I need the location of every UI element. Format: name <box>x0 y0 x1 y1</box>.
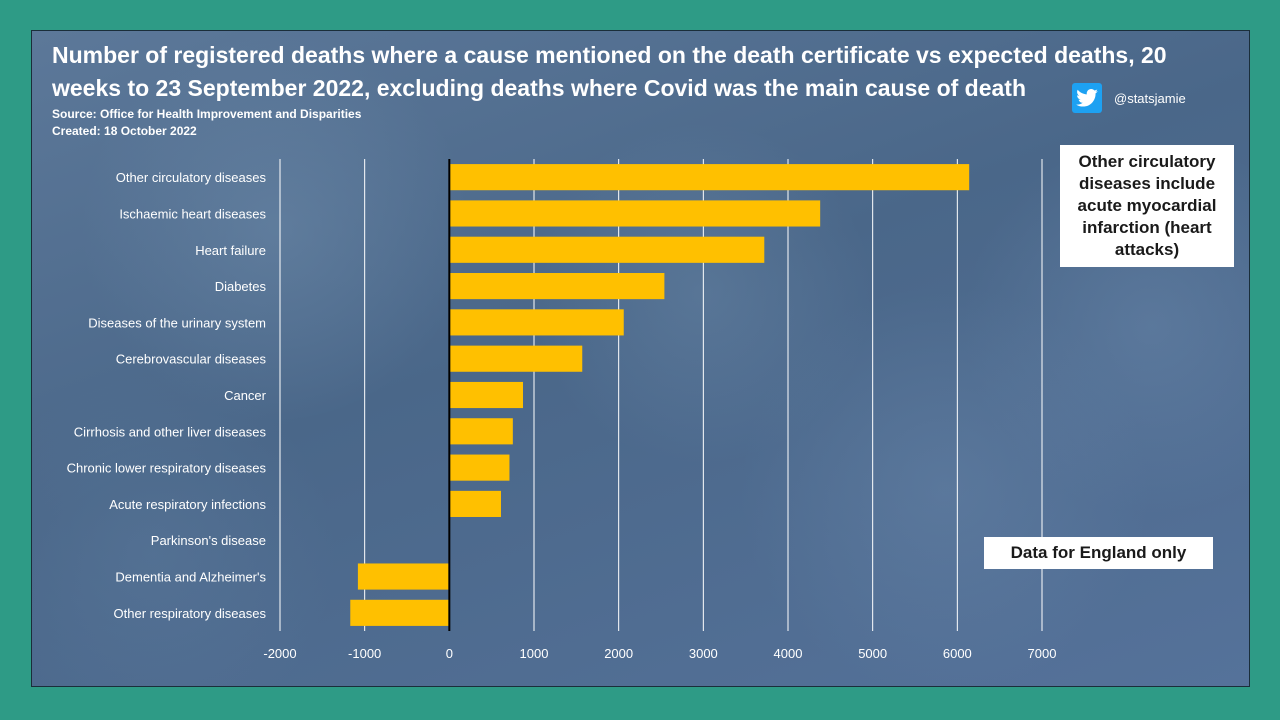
bar-12 <box>350 599 450 626</box>
x-tick-label: 0 <box>446 646 453 661</box>
created-date: Created: 18 October 2022 <box>52 124 197 138</box>
chart-panel: Number of registered deaths where a caus… <box>31 30 1250 687</box>
x-tick-label: -1000 <box>348 646 381 661</box>
bar-5 <box>449 345 583 372</box>
category-label: Cirrhosis and other liver diseases <box>74 424 267 439</box>
chart-title: Number of registered deaths where a caus… <box>52 42 1167 101</box>
x-tick-label: 4000 <box>774 646 803 661</box>
twitter-handle: @statsjamie <box>1114 90 1186 106</box>
category-label: Chronic lower respiratory diseases <box>67 461 267 476</box>
category-label: Cancer <box>224 388 267 403</box>
category-label: Parkinson's disease <box>151 533 266 548</box>
bar-2 <box>449 236 765 263</box>
x-tick-label: 6000 <box>943 646 972 661</box>
bar-11 <box>357 563 450 590</box>
category-label: Heart failure <box>195 243 266 258</box>
bar-0 <box>449 164 970 191</box>
x-tick-label: 3000 <box>689 646 718 661</box>
twitter-credit: @statsjamie <box>1072 83 1186 113</box>
category-label: Diabetes <box>215 279 267 294</box>
bar-3 <box>449 273 665 300</box>
bar-6 <box>449 381 523 409</box>
bar-9 <box>449 490 501 517</box>
bar-7 <box>449 418 513 445</box>
circulatory-note-box: Other circulatory diseases include acute… <box>1060 145 1234 267</box>
category-label: Other respiratory diseases <box>114 606 267 621</box>
category-label: Diseases of the urinary system <box>88 315 266 330</box>
bar-1 <box>449 200 821 227</box>
bar-4 <box>449 309 624 336</box>
source-note: Source: Office for Health Improvement an… <box>52 107 362 121</box>
x-tick-label: 7000 <box>1028 646 1057 661</box>
bar-8 <box>449 454 510 481</box>
x-tick-label: 1000 <box>520 646 549 661</box>
category-label: Ischaemic heart diseases <box>119 206 266 221</box>
category-label: Cerebrovascular diseases <box>116 352 267 367</box>
x-tick-label: -2000 <box>263 646 296 661</box>
twitter-bird-icon <box>1072 83 1102 113</box>
england-only-box: Data for England only <box>984 537 1213 569</box>
category-label: Acute respiratory infections <box>109 497 266 512</box>
x-tick-label: 2000 <box>604 646 633 661</box>
bar-chart: Other circulatory diseases Ischaemic hear… <box>67 159 1057 661</box>
category-label: Other circulatory diseases <box>116 170 267 185</box>
x-tick-label: 5000 <box>858 646 887 661</box>
category-label: Dementia and Alzheimer's <box>115 570 266 585</box>
